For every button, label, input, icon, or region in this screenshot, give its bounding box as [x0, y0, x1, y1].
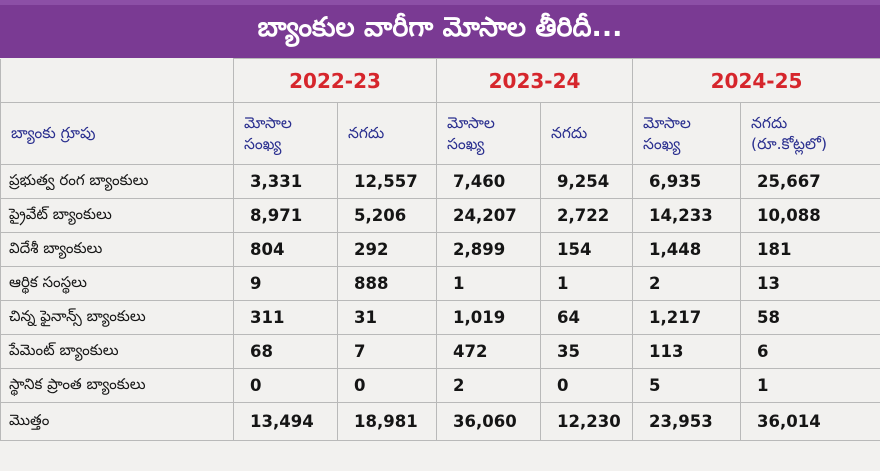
bank-group-name: ప్రైవేట్ బ్యాంకులు: [0, 198, 234, 233]
bank-group-header: బ్యాంకు గ్రూపు: [0, 102, 234, 165]
fraud-amount-cell: 888: [336, 266, 438, 301]
year-header-2022-23: 2022-23: [232, 58, 438, 103]
sub-header-amount: నగదు: [540, 102, 634, 165]
table-row: చిన్న ఫైనాన్స్ బ్యాంకులు 311 31 1,019 64 1,21…: [0, 300, 880, 335]
bank-group-name: ప్రభుత్వ రంగ బ్యాంకులు: [0, 164, 234, 199]
fraud-amount-cell: 36,014: [740, 402, 880, 441]
sub-header-label: మోసాల సంఖ్య: [244, 113, 292, 153]
fraud-amount-cell: 2,722: [540, 198, 634, 233]
table-row: పేమెంట్ బ్యాంకులు 68 7 472 35 113 6: [0, 334, 880, 369]
fraud-amount-cell: 10,088: [740, 198, 880, 233]
fraud-amount-cell: 9,254: [540, 164, 634, 199]
fraud-amount-cell: 12,557: [336, 164, 438, 199]
sub-header-row: బ్యాంకు గ్రూపు మోసాల సంఖ్య నగదు మోసాల సంఖ్…: [0, 102, 880, 165]
fraud-table-container: 2022-23 2023-24 2024-25 బ్యాంకు గ్రూపు మ…: [0, 58, 880, 471]
fraud-amount-cell: 6: [740, 334, 880, 369]
bank-group-name: స్థానిక ప్రాంత బ్యాంకులు: [0, 368, 234, 403]
fraud-amount-cell: 64: [540, 300, 634, 335]
table-row: ప్రభుత్వ రంగ బ్యాంకులు 3,331 12,557 7,460 9,…: [0, 164, 880, 199]
sub-header-label: మోసాల సంఖ్య: [447, 113, 495, 153]
fraud-amount-cell: 0: [540, 368, 634, 403]
title-banner: బ్యాంకుల వారీగా మోసాల తీరిదీ...: [0, 0, 880, 58]
bank-group-name: చిన్న ఫైనాన్స్ బ్యాంకులు: [0, 300, 234, 335]
total-row: మొత్తం 13,494 18,981 36,060 12,230 23,953 36,0…: [0, 402, 880, 441]
fraud-amount-cell: 292: [336, 232, 438, 267]
fraud-count-cell: 9: [233, 266, 338, 301]
sub-header-count: మోసాల సంఖ్య: [436, 102, 542, 165]
fraud-amount-cell: 0: [336, 368, 438, 403]
fraud-amount-cell: 18,981: [336, 402, 438, 441]
fraud-count-cell: 804: [233, 232, 338, 267]
fraud-count-cell: 311: [233, 300, 338, 335]
fraud-count-cell: 6,935: [632, 164, 742, 199]
table-row: విదేశీ బ్యాంకులు 804 292 2,899 154 1,448 181: [0, 232, 880, 267]
fraud-count-cell: 23,953: [632, 402, 742, 441]
fraud-count-cell: 113: [632, 334, 742, 369]
fraud-amount-cell: 31: [336, 300, 438, 335]
sub-header-amount: నగదు: [336, 102, 438, 165]
year-header-blank: [0, 58, 234, 103]
fraud-count-cell: 13,494: [233, 402, 338, 441]
table-row: స్థానిక ప్రాంత బ్యాంకులు 0 0 2 0 5 1: [0, 368, 880, 403]
fraud-count-cell: 1: [436, 266, 542, 301]
sub-header-amount: నగదు (రూ.కోట్లలో): [740, 102, 880, 165]
fraud-amount-cell: 12,230: [540, 402, 634, 441]
fraud-count-cell: 1,448: [632, 232, 742, 267]
fraud-count-cell: 68: [233, 334, 338, 369]
fraud-amount-cell: 7: [336, 334, 438, 369]
bank-group-name: మొత్తం: [0, 402, 234, 441]
fraud-amount-cell: 181: [740, 232, 880, 267]
fraud-count-cell: 1,217: [632, 300, 742, 335]
fraud-amount-cell: 1: [740, 368, 880, 403]
fraud-count-cell: 2,899: [436, 232, 542, 267]
bank-group-name: పేమెంట్ బ్యాంకులు: [0, 334, 234, 369]
sub-header-count: మోసాల సంఖ్య: [233, 102, 338, 165]
page-title: బ్యాంకుల వారీగా మోసాల తీరిదీ...: [257, 12, 623, 43]
fraud-count-cell: 36,060: [436, 402, 542, 441]
sub-header-label: నగదు (రూ.కోట్లలో): [751, 113, 827, 153]
fraud-count-cell: 8,971: [233, 198, 338, 233]
fraud-count-cell: 3,331: [233, 164, 338, 199]
table-row: ఆర్థిక సంస్థలు 9 888 1 1 2 13: [0, 266, 880, 301]
fraud-amount-cell: 1: [540, 266, 634, 301]
fraud-amount-cell: 35: [540, 334, 634, 369]
year-header-row: 2022-23 2023-24 2024-25: [0, 58, 880, 103]
fraud-count-cell: 2: [632, 266, 742, 301]
fraud-amount-cell: 154: [540, 232, 634, 267]
fraud-count-cell: 2: [436, 368, 542, 403]
fraud-count-cell: 0: [233, 368, 338, 403]
fraud-count-cell: 1,019: [436, 300, 542, 335]
banner-top-strip: [0, 0, 880, 5]
fraud-count-cell: 472: [436, 334, 542, 369]
year-header-2024-25: 2024-25: [632, 58, 880, 103]
sub-header-label: మోసాల సంఖ్య: [643, 113, 691, 153]
bank-group-name: విదేశీ బ్యాంకులు: [0, 232, 234, 267]
sub-header-label: నగదు: [551, 124, 588, 142]
bank-group-name: ఆర్థిక సంస్థలు: [0, 266, 234, 301]
fraud-amount-cell: 5,206: [336, 198, 438, 233]
fraud-table: 2022-23 2023-24 2024-25 బ్యాంకు గ్రూపు మ…: [0, 58, 880, 441]
fraud-count-cell: 14,233: [632, 198, 742, 233]
fraud-count-cell: 7,460: [436, 164, 542, 199]
table-row: ప్రైవేట్ బ్యాంకులు 8,971 5,206 24,207 2,722 1…: [0, 198, 880, 233]
fraud-amount-cell: 58: [740, 300, 880, 335]
sub-header-label: నగదు: [348, 124, 385, 142]
year-header-2023-24: 2023-24: [436, 58, 634, 103]
fraud-amount-cell: 25,667: [740, 164, 880, 199]
sub-header-count: మోసాల సంఖ్య: [632, 102, 742, 165]
fraud-count-cell: 5: [632, 368, 742, 403]
fraud-count-cell: 24,207: [436, 198, 542, 233]
fraud-amount-cell: 13: [740, 266, 880, 301]
